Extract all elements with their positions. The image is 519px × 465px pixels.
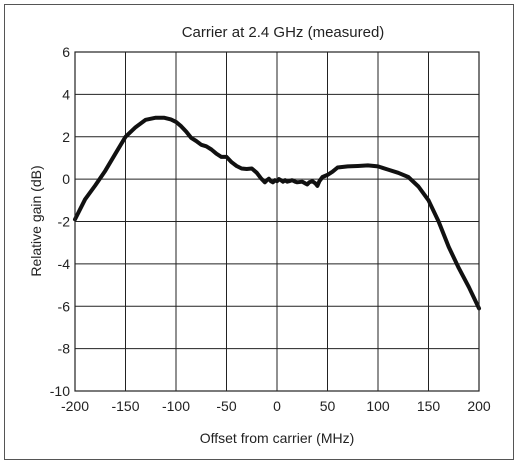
x-tick-label: 200 [467,398,491,414]
series-layer [73,115,481,311]
y-tick-label: -2 [58,214,71,230]
y-tick-label: -4 [58,256,71,272]
y-tick-label: -8 [58,341,71,357]
y-tick-label: 6 [62,44,70,60]
y-axis-label: Relative gain (dB) [28,165,44,276]
y-tick-labels: -10 -8 -6 -4 -2 0 2 4 6 [50,44,70,399]
y-tick-label: -6 [58,298,71,314]
x-tick-label: -50 [216,398,236,414]
x-tick-label: 50 [320,398,336,414]
x-tick-label: 150 [417,398,441,414]
x-tick-label: -200 [61,398,89,414]
y-tick-label: 2 [62,129,70,145]
x-tick-label: 0 [273,398,281,414]
x-tick-label: -150 [111,398,139,414]
x-axis-label: Offset from carrier (MHz) [200,430,355,446]
y-tick-label: -10 [50,383,70,399]
y-tick-label: 4 [62,86,70,102]
chart-title: Carrier at 2.4 GHz (measured) [182,24,385,41]
x-tick-labels: -200 -150 -100 -50 0 50 100 150 200 [61,398,491,414]
x-tick-label: -100 [162,398,190,414]
x-tick-label: 100 [366,398,390,414]
series-line [73,115,481,311]
y-tick-label: 0 [62,171,70,187]
grid [75,52,479,391]
plot-area [74,51,480,392]
